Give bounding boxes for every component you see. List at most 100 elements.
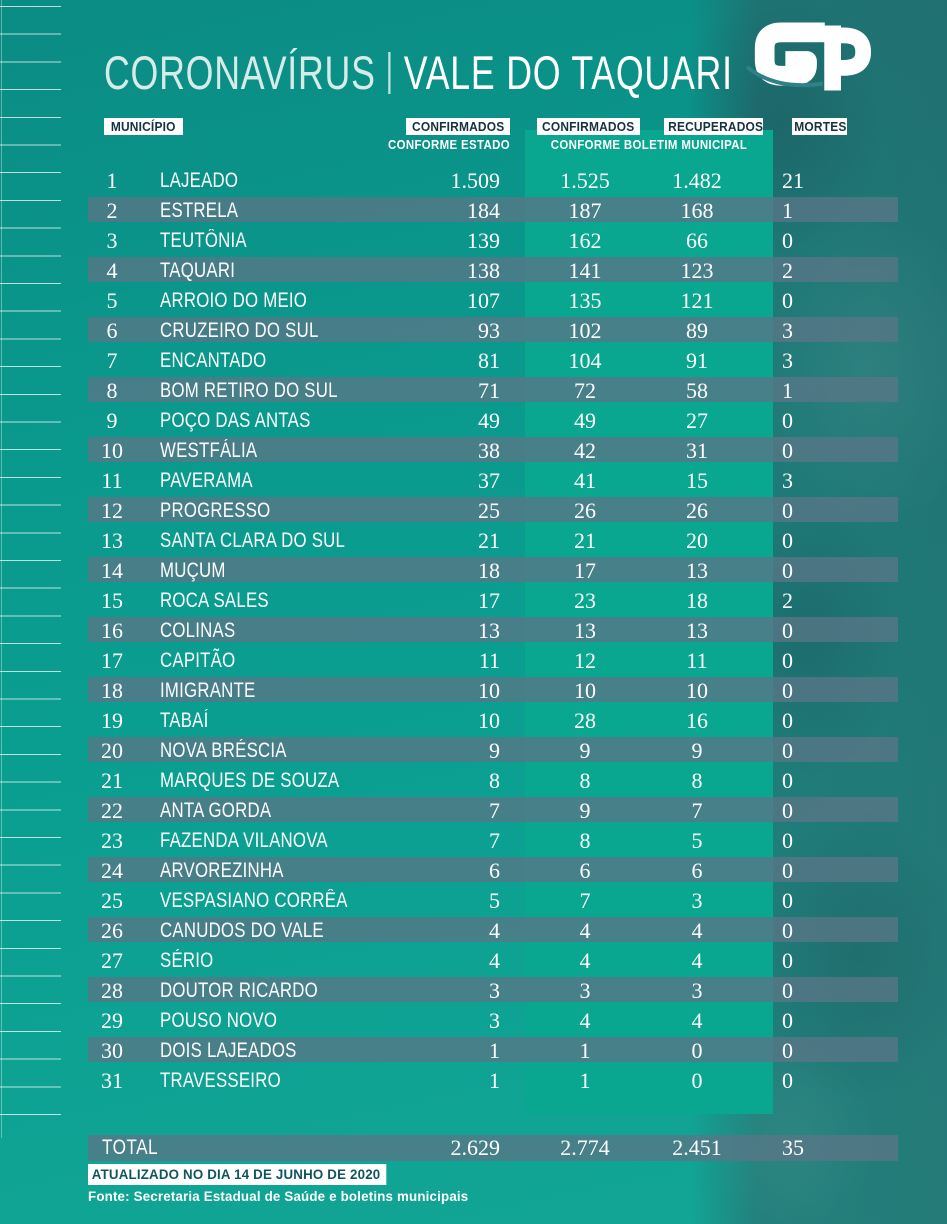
table-row: 25 VESPASIANO CORRÊA 5 7 3 0 <box>88 887 898 917</box>
confirmed-municipal-value: 162 <box>568 228 602 253</box>
subheader-conforme-boletim-municipal: CONFORME BOLETIM MUNICIPAL <box>550 137 748 152</box>
column-header-municipio-label: MUNICÍPIO <box>111 119 176 134</box>
deaths-value: 0 <box>782 408 793 433</box>
table-row: 7 ENCANTADO 81 104 91 3 <box>88 347 898 377</box>
confirmed-municipal-value: 4 <box>579 948 591 973</box>
recovered-value: 121 <box>680 288 714 313</box>
recovered-value: 168 <box>680 198 714 223</box>
row-rank: 9 <box>106 408 118 433</box>
row-rank: 24 <box>101 858 123 883</box>
confirmed-municipal-value: 104 <box>568 348 602 373</box>
municipality-name: FAZENDA VILANOVA <box>160 829 328 852</box>
table-row: 9 POÇO DAS ANTAS 49 49 27 0 <box>88 407 898 437</box>
recovered-value: 8 <box>691 768 703 793</box>
municipality-name: IMIGRANTE <box>160 679 256 702</box>
confirmed-state-value: 107 <box>467 288 500 313</box>
confirmed-municipal-value: 1.525 <box>560 168 610 193</box>
municipality-table: 1 LAJEADO 1.509 1.525 1.482 21 2 ESTRELA… <box>88 167 898 1097</box>
deaths-value: 0 <box>782 528 793 553</box>
recovered-value: 16 <box>686 708 708 733</box>
table-row: 8 BOM RETIRO DO SUL 71 72 58 1 <box>88 377 898 407</box>
row-rank: 28 <box>101 978 123 1003</box>
table-row: 30 DOIS LAJEADOS 1 1 0 0 <box>88 1037 898 1067</box>
municipality-name: TRAVESSEIRO <box>160 1069 281 1092</box>
total-label: TOTAL <box>102 1136 158 1159</box>
confirmed-municipal-value: 3 <box>579 978 591 1003</box>
total-recovered: 2.451 <box>672 1135 722 1160</box>
confirmed-municipal-value: 4 <box>579 918 591 943</box>
municipality-name: ROCA SALES <box>160 589 269 612</box>
recovered-value: 7 <box>691 798 703 823</box>
deaths-value: 0 <box>782 228 793 253</box>
municipality-name: MUÇUM <box>160 559 226 582</box>
municipality-name: DOUTOR RICARDO <box>160 979 318 1002</box>
deaths-value: 0 <box>782 738 793 763</box>
table-row: 19 TABAÍ 10 28 16 0 <box>88 707 898 737</box>
deaths-value: 0 <box>782 438 793 463</box>
table-row: 12 PROGRESSO 25 26 26 0 <box>88 497 898 527</box>
row-rank: 27 <box>101 948 123 973</box>
confirmed-municipal-value: 12 <box>574 648 596 673</box>
confirmed-municipal-value: 1 <box>579 1068 591 1093</box>
confirmed-state-value: 25 <box>478 498 500 523</box>
page-title: CORONAVÍRUS VALE DO TAQUARI <box>104 46 733 99</box>
confirmed-state-value: 138 <box>467 258 500 283</box>
recovered-value: 31 <box>686 438 708 463</box>
column-header-recuperados-label: RECUPERADOS <box>668 119 764 134</box>
row-rank: 29 <box>101 1008 123 1033</box>
confirmed-municipal-value: 8 <box>579 828 591 853</box>
total-confirmed-municipal: 2.774 <box>560 1135 610 1160</box>
row-rank: 10 <box>101 438 123 463</box>
row-rank: 7 <box>106 348 118 373</box>
municipality-name: PAVERAMA <box>160 469 253 492</box>
deaths-value: 2 <box>782 258 793 283</box>
confirmed-state-value: 10 <box>478 678 500 703</box>
municipality-name: CANUDOS DO VALE <box>160 919 324 942</box>
table-row: 31 TRAVESSEIRO 1 1 0 0 <box>88 1067 898 1097</box>
recovered-value: 10 <box>686 678 708 703</box>
confirmed-municipal-value: 187 <box>568 198 602 223</box>
confirmed-state-value: 21 <box>478 528 500 553</box>
deaths-value: 0 <box>782 888 793 913</box>
column-header-confirmados-estado: CONFIRMADOS <box>406 118 510 135</box>
deaths-value: 3 <box>782 468 793 493</box>
confirmed-state-value: 8 <box>489 768 500 793</box>
municipality-name: PROGRESSO <box>160 499 271 522</box>
confirmed-municipal-value: 41 <box>574 468 596 493</box>
title-region: VALE DO TAQUARI <box>403 46 733 99</box>
row-rank: 13 <box>101 528 123 553</box>
municipality-name: ARVOREZINHA <box>160 859 284 882</box>
row-rank: 26 <box>101 918 123 943</box>
confirmed-state-value: 1 <box>489 1068 500 1093</box>
municipality-name: ESTRELA <box>160 199 239 222</box>
recovered-value: 91 <box>686 348 708 373</box>
updated-date-badge: ATUALIZADO NO DIA 14 DE JUNHO DE 2020 <box>88 1164 387 1185</box>
confirmed-state-value: 1.509 <box>450 168 501 193</box>
table-row: 1 LAJEADO 1.509 1.525 1.482 21 <box>88 167 898 197</box>
deaths-value: 0 <box>782 798 793 823</box>
source-line: Fonte: Secretaria Estadual de Saúde e bo… <box>88 1188 469 1204</box>
deaths-value: 0 <box>782 978 793 1003</box>
deaths-value: 3 <box>782 318 793 343</box>
deaths-value: 0 <box>782 918 793 943</box>
confirmed-state-value: 71 <box>478 378 500 403</box>
row-rank: 11 <box>101 468 123 493</box>
municipality-name: TAQUARI <box>160 259 236 282</box>
total-row: TOTAL 2.629 2.774 2.451 35 <box>88 1135 898 1161</box>
municipality-name: COLINAS <box>160 619 236 642</box>
table-row: 24 ARVOREZINHA 6 6 6 0 <box>88 857 898 887</box>
confirmed-state-value: 4 <box>489 918 500 943</box>
municipality-name: VESPASIANO CORRÊA <box>160 889 348 912</box>
municipality-name: LAJEADO <box>160 169 239 192</box>
recovered-value: 26 <box>686 498 708 523</box>
confirmed-municipal-value: 72 <box>574 378 596 403</box>
table-row: 11 PAVERAMA 37 41 15 3 <box>88 467 898 497</box>
deaths-value: 0 <box>782 288 793 313</box>
municipality-name: POUSO NOVO <box>160 1009 278 1032</box>
table-row: 22 ANTA GORDA 7 9 7 0 <box>88 797 898 827</box>
subheader-conforme-estado: CONFORME ESTADO <box>387 137 510 152</box>
column-header-mortes-label: MORTES <box>794 119 847 134</box>
recovered-value: 1.482 <box>672 168 722 193</box>
ruler-ticks <box>0 6 61 1141</box>
